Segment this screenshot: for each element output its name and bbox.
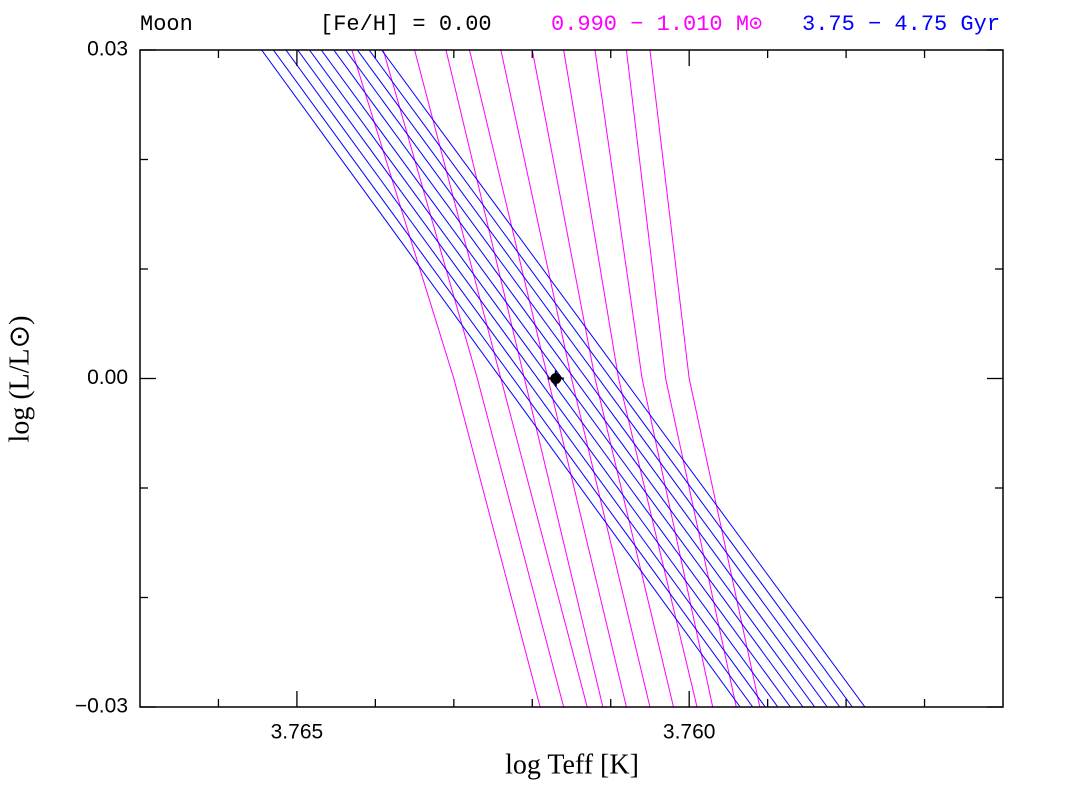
age-range-label: 3.75 − 4.75 Gyr (802, 12, 1000, 37)
isochrone (368, 50, 853, 707)
y-tick-label: 0.00 (87, 366, 128, 389)
y-axis-label: log (L/L⊙) (4, 316, 35, 443)
x-axis-label: log Teff [K] (505, 749, 639, 780)
isochrone (285, 50, 766, 707)
isochrone (272, 50, 754, 707)
mass-track (351, 50, 541, 707)
data-point (550, 373, 562, 384)
mass-track (649, 50, 761, 707)
isochrone (345, 50, 828, 707)
mass-range-label: 0.990 − 1.010 M⊙ (551, 12, 762, 37)
isochrone (333, 50, 816, 707)
metallicity-label: [Fe/H] = 0.00 (320, 12, 492, 37)
mass-track (445, 50, 604, 707)
x-tick-label: 3.760 (663, 721, 716, 744)
object-label: Moon (140, 12, 193, 37)
x-tick-label: 3.765 (271, 721, 324, 744)
mass-track (382, 50, 565, 707)
isochrone (261, 50, 741, 707)
isochrone (381, 50, 866, 707)
y-tick-label: 0.03 (87, 38, 128, 61)
mass-track (563, 50, 698, 707)
mass-track (625, 50, 737, 707)
isochrone (297, 50, 779, 707)
isochrone (356, 50, 841, 707)
y-tick-label: −0.03 (75, 695, 128, 718)
mass-track (500, 50, 651, 707)
plot-area (261, 50, 866, 707)
mass-track (594, 50, 714, 707)
mass-track (531, 50, 674, 707)
